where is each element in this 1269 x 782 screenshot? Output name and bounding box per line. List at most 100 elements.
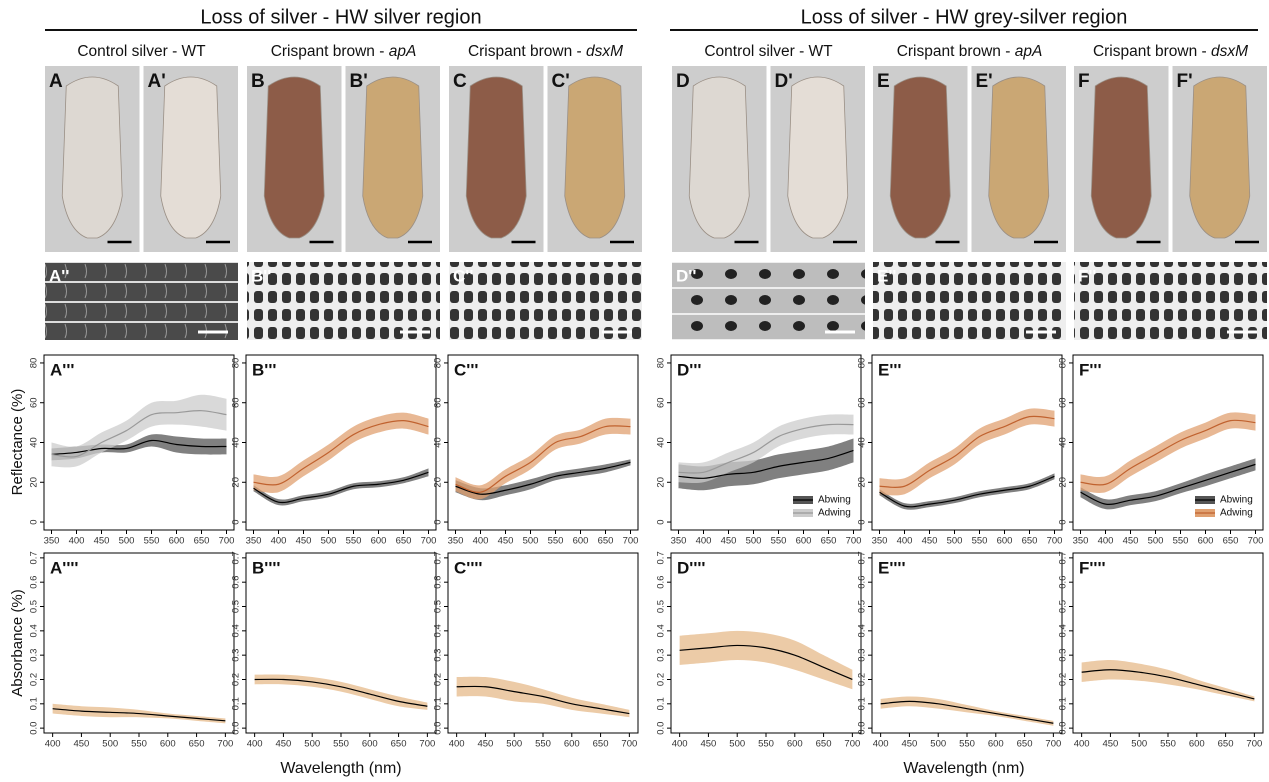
wing <box>465 76 527 239</box>
x-tick-label: 350 <box>44 536 60 547</box>
y-tick-label: 80 <box>433 358 444 369</box>
panel-label: B''' <box>252 360 276 379</box>
column-label-text: Crispant brown - <box>468 43 582 60</box>
y-tick-label: 0.6 <box>231 576 242 589</box>
y-tick-label: 0.2 <box>231 673 242 686</box>
x-tick-label: 500 <box>119 536 135 547</box>
mean-line <box>51 439 227 456</box>
y-tick-label: 0.5 <box>231 600 242 613</box>
plot-frame <box>1072 552 1264 734</box>
legend-label: Adwing <box>818 508 851 519</box>
sem-label: A'' <box>49 266 69 285</box>
photo-label: B <box>251 71 265 92</box>
x-tick-label: 350 <box>1073 536 1089 547</box>
y-tick-label: 0.1 <box>1058 697 1069 710</box>
mean-line <box>1081 669 1255 700</box>
y-tick-label: 0.4 <box>857 624 868 637</box>
x-tick-label: 550 <box>144 536 160 547</box>
y-tick-label: 0.0 <box>231 722 242 735</box>
y-tick-label: 0.1 <box>857 697 868 710</box>
y-tick-label: 0.7 <box>433 551 444 564</box>
y-tick-label: 0.5 <box>1058 600 1069 613</box>
wing <box>1090 76 1152 239</box>
gene-name: dsxM <box>1211 43 1248 60</box>
x-tick-label: 400 <box>897 536 913 547</box>
x-tick-label: 450 <box>73 739 89 750</box>
y-tick-label: 80 <box>231 358 242 369</box>
column-label: Crispant brown - dsxM <box>1093 43 1248 60</box>
x-tick-label: 600 <box>787 739 803 750</box>
sem-image <box>873 262 1066 340</box>
mean-line <box>1080 419 1256 486</box>
x-tick-label: 550 <box>959 739 975 750</box>
y-tick-label: 0.7 <box>1058 551 1069 564</box>
photo-label: F <box>1078 71 1090 92</box>
y-tick-label: 0.3 <box>433 649 444 662</box>
y-tick-label: 0.0 <box>857 722 868 735</box>
sem-label: E'' <box>877 266 896 285</box>
photo-label: C' <box>552 71 570 92</box>
x-tick-label: 550 <box>771 536 787 547</box>
y-tick-label: 0.5 <box>433 600 444 613</box>
x-tick-label: 700 <box>217 739 233 750</box>
wing <box>889 76 951 239</box>
y-tick-label: 80 <box>656 358 667 369</box>
panel-label: B'''' <box>252 558 280 577</box>
mean-line <box>254 678 428 707</box>
sem-label: F'' <box>1078 266 1096 285</box>
sem-image <box>1074 262 1267 340</box>
x-tick-label: 700 <box>1246 739 1262 750</box>
x-tick-label: 500 <box>1148 536 1164 547</box>
x-tick-label: 550 <box>535 739 551 750</box>
sem-image <box>672 262 865 340</box>
x-tick-label: 650 <box>1022 536 1038 547</box>
x-tick-label: 400 <box>1074 739 1090 750</box>
x-tick-label: 650 <box>189 739 205 750</box>
y-tick-label: 0.4 <box>29 624 40 637</box>
y-tick-label: 0.5 <box>656 600 667 613</box>
y-tick-label: 0.1 <box>231 697 242 710</box>
x-tick-label: 600 <box>1189 739 1205 750</box>
photo-label: A' <box>148 71 166 92</box>
y-tick-label: 0.7 <box>656 551 667 564</box>
x-axis-label: Wavelength (nm) <box>903 760 1024 777</box>
column-label: Crispant brown - apA <box>897 43 1043 60</box>
section-title: Loss of silver - HW silver region <box>200 6 481 28</box>
x-tick-label: 500 <box>321 536 337 547</box>
y-tick-label: 0.6 <box>857 576 868 589</box>
y-tick-label: 20 <box>231 477 242 488</box>
column-label-text: Crispant brown - <box>271 43 385 60</box>
x-tick-label: 700 <box>623 536 639 547</box>
error-band <box>679 630 853 690</box>
y-tick-label: 0 <box>433 519 444 524</box>
y-tick-label: 0.3 <box>231 649 242 662</box>
panel-label: E'''' <box>878 558 906 577</box>
x-tick-label: 450 <box>477 739 493 750</box>
mean-line <box>52 708 226 722</box>
error-band <box>1080 412 1256 493</box>
x-tick-label: 400 <box>69 536 85 547</box>
photo-label: D' <box>775 71 793 92</box>
x-tick-label: 500 <box>102 739 118 750</box>
y-tick-label: 60 <box>857 397 868 408</box>
y-tick-label: 0.4 <box>433 624 444 637</box>
mean-line <box>880 700 1054 724</box>
x-tick-label: 450 <box>922 536 938 547</box>
mean-line <box>455 425 631 493</box>
y-tick-label: 0.2 <box>1058 673 1069 686</box>
x-tick-label: 600 <box>573 536 589 547</box>
y-tick-label: 0.6 <box>1058 576 1069 589</box>
y-tick-label: 0.2 <box>433 673 444 686</box>
x-tick-label: 600 <box>362 739 378 750</box>
sem-label: D'' <box>676 266 696 285</box>
y-tick-label: 0 <box>231 519 242 524</box>
y-tick-label: 0.3 <box>656 649 667 662</box>
x-tick-label: 700 <box>1045 739 1061 750</box>
y-tick-label: 20 <box>857 477 868 488</box>
x-tick-label: 450 <box>275 739 291 750</box>
y-tick-label: 60 <box>231 397 242 408</box>
panel-label: F''' <box>1079 360 1102 379</box>
x-tick-label: 600 <box>997 536 1013 547</box>
y-tick-label: 0 <box>29 519 40 524</box>
x-tick-label: 600 <box>169 536 185 547</box>
